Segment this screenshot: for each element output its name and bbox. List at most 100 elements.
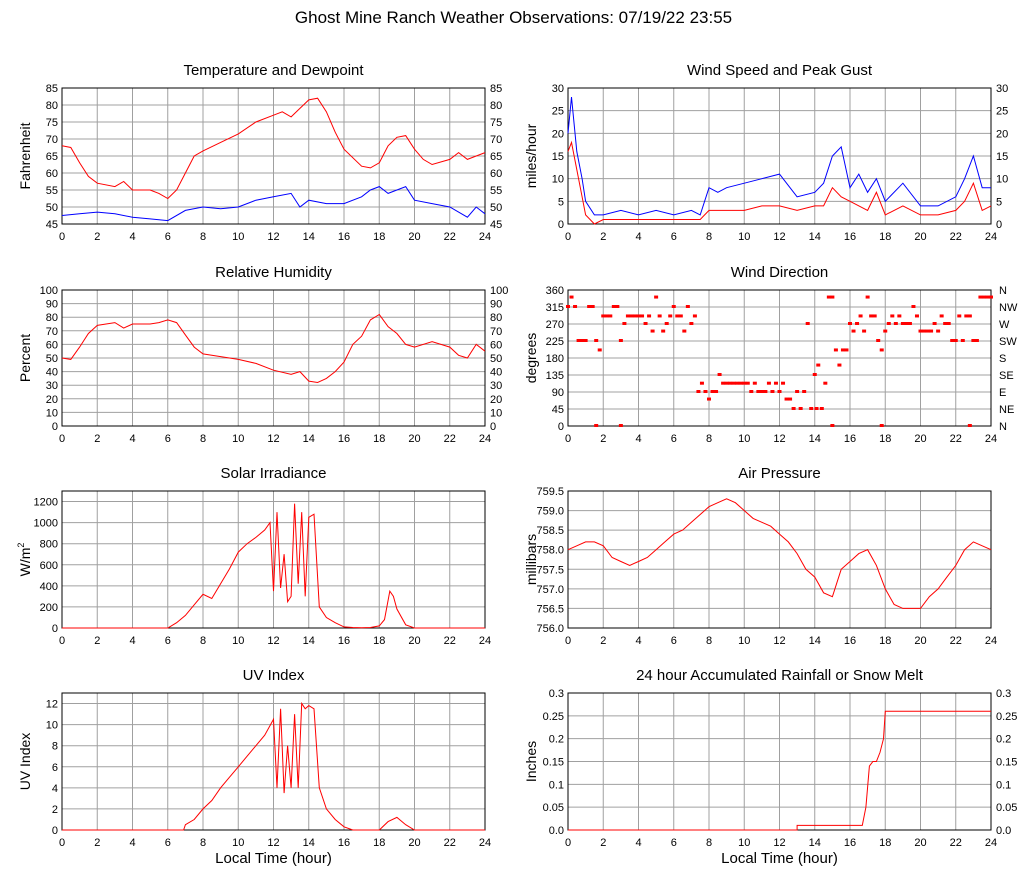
y-tick-label: 30 <box>552 83 564 95</box>
y-tick-label-right: 0.1 <box>996 779 1011 791</box>
data-point <box>576 339 581 342</box>
compass-label: S <box>999 353 1006 365</box>
x-tick-label: 22 <box>444 231 456 243</box>
data-point <box>707 397 711 401</box>
x-tick-label: 6 <box>671 635 677 647</box>
data-point <box>929 329 934 333</box>
data-point <box>721 381 726 385</box>
y-tick-label: 315 <box>546 302 564 314</box>
x-tick-label: 18 <box>373 433 385 445</box>
x-tick-label: 22 <box>444 837 456 849</box>
x-tick-label: 22 <box>444 433 456 445</box>
y-tick-label: 80 <box>46 312 58 324</box>
data-point <box>823 381 828 385</box>
y-axis-label-sup: 2 <box>16 543 26 548</box>
data-point <box>855 322 860 325</box>
x-tick-label: 2 <box>600 635 606 647</box>
data-point <box>795 390 800 393</box>
data-point <box>580 339 585 342</box>
compass-label: E <box>999 387 1006 399</box>
data-point <box>692 314 697 318</box>
data-point <box>731 381 736 385</box>
data-point <box>848 322 852 325</box>
x-tick-label: 24 <box>985 635 997 647</box>
x-tick-label: 2 <box>94 433 100 445</box>
x-tick-label: 4 <box>635 231 641 243</box>
y-tick-label: 6 <box>52 762 58 774</box>
x-tick-label: 14 <box>303 837 315 849</box>
y-tick-label: 60 <box>46 339 58 351</box>
y-tick-label-right: 30 <box>996 83 1008 95</box>
y-tick-label-right: 60 <box>490 168 502 180</box>
y-tick-label: 25 <box>552 106 564 118</box>
data-point <box>858 314 863 318</box>
data-point <box>640 314 645 318</box>
data-point <box>911 305 916 308</box>
data-point <box>583 339 588 342</box>
y-tick-label: 0.05 <box>543 802 564 814</box>
data-point <box>830 295 835 299</box>
compass-label: NW <box>999 302 1018 314</box>
x-tick-label: 18 <box>373 231 385 243</box>
compass-label: SW <box>999 336 1017 348</box>
data-point <box>981 295 986 299</box>
data-point <box>738 381 743 385</box>
data-point <box>914 314 919 318</box>
y-tick-label: 80 <box>46 100 58 112</box>
data-point <box>826 295 831 299</box>
x-tick-label: 0 <box>59 635 65 647</box>
y-tick-label: 135 <box>546 370 564 382</box>
y-tick-label-right: 0.05 <box>996 802 1017 814</box>
x-tick-label: 4 <box>635 635 641 647</box>
data-point <box>964 314 969 318</box>
x-tick-label: 22 <box>950 433 962 445</box>
x-tick-label: 18 <box>879 433 891 445</box>
data-point <box>872 314 877 318</box>
y-tick-label: 85 <box>46 83 58 95</box>
x-tick-label: 16 <box>844 231 856 243</box>
series-line-1 <box>567 140 992 225</box>
data-point <box>814 407 819 410</box>
y-axis-label: degrees <box>523 333 539 384</box>
data-point <box>978 295 983 299</box>
y-tick-label: 10 <box>552 174 564 186</box>
data-point <box>710 390 715 393</box>
y-tick-label: 1000 <box>34 518 58 530</box>
series-line-0 <box>567 498 992 609</box>
compass-label: N <box>999 421 1007 433</box>
data-point <box>844 348 849 352</box>
x-tick-label: 24 <box>479 433 491 445</box>
data-point <box>805 322 810 325</box>
gridlines <box>61 87 486 225</box>
data-point <box>960 339 965 342</box>
x-tick-label: 10 <box>738 837 750 849</box>
data-point <box>566 305 570 308</box>
x-axis-label: Local Time (hour) <box>721 850 838 867</box>
data-point <box>837 363 842 367</box>
data-point <box>749 390 754 393</box>
data-point <box>904 322 909 325</box>
x-tick-label: 10 <box>232 231 244 243</box>
x-tick-label: 6 <box>165 433 171 445</box>
y-tick-label-right: 20 <box>490 394 502 406</box>
data-point <box>590 305 595 308</box>
x-tick-label: 18 <box>879 837 891 849</box>
y-tick-label-right: 65 <box>490 151 502 163</box>
data-point <box>900 322 905 325</box>
chart-title: Temperature and Dewpoint <box>183 62 364 79</box>
data-point <box>946 322 951 325</box>
x-tick-label: 24 <box>985 433 997 445</box>
x-tick-label: 8 <box>706 837 712 849</box>
page-title: Ghost Mine Ranch Weather Observations: 0… <box>294 8 733 27</box>
x-tick-label: 16 <box>338 635 350 647</box>
y-tick-label-right: 80 <box>490 312 502 324</box>
y-tick-label: 65 <box>46 151 58 163</box>
plot-frame <box>61 490 486 629</box>
y-tick-label: 757.0 <box>536 584 564 596</box>
data-point <box>897 314 902 318</box>
data-point <box>879 348 884 352</box>
data-point <box>604 314 609 318</box>
y-tick-label: 600 <box>40 560 58 572</box>
y-tick-label-right: 20 <box>996 128 1008 140</box>
